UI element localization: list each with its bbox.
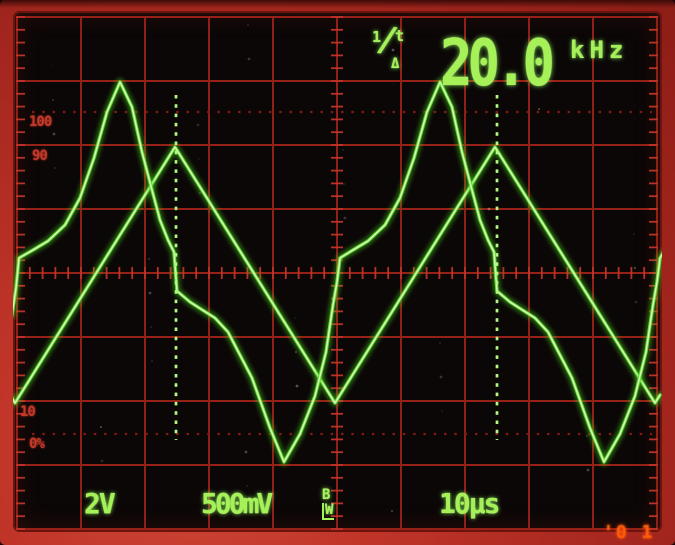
bw-letter-w: W (322, 503, 335, 520)
timebase-readout: 10µs (439, 487, 500, 520)
symbol-one: 1 (372, 28, 382, 46)
bandwidth-limit-indicator: B W (322, 487, 335, 520)
frequency-readout: 20.0 (440, 26, 555, 101)
symbol-t: t (395, 27, 405, 45)
bw-letter-b: B (322, 487, 331, 503)
frequency-unit: kHz (570, 36, 629, 64)
ch1-volts-per-div: 2V (84, 487, 116, 520)
one-over-delta-t-icon: 1 / t Δ (371, 19, 411, 77)
graticule-label-0: 0% (29, 436, 45, 452)
graticule-label-10: 10 (20, 404, 36, 420)
crt-screen: 1 / t Δ 20.0 kHz 2V 500mV B W 10µs 100 9… (13, 11, 662, 532)
graticule-label-90: 90 (32, 148, 48, 164)
film-frame-mark: '0 1 (603, 522, 655, 543)
waveform-display (13, 16, 662, 530)
graticule-label-100: 100 (29, 114, 52, 130)
delta-icon: Δ (391, 56, 400, 72)
ch2-volts-per-div: 500mV (201, 487, 273, 520)
